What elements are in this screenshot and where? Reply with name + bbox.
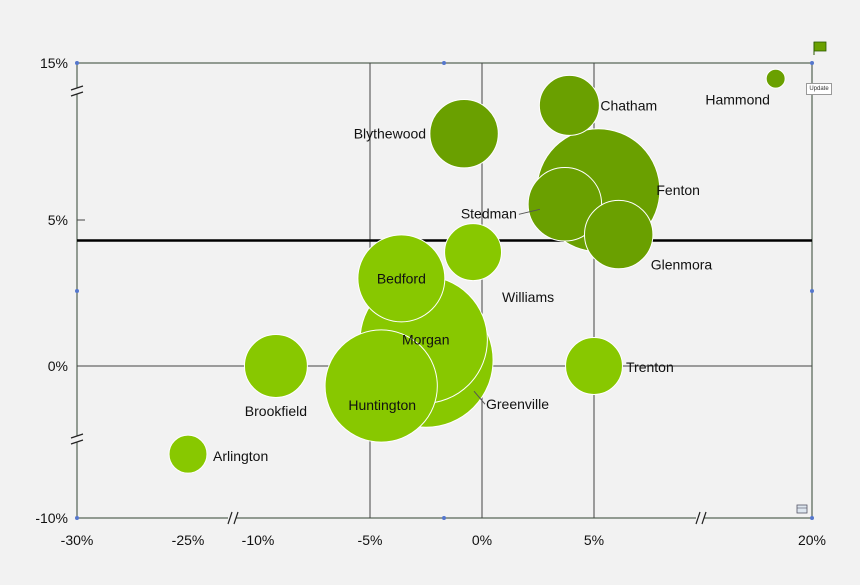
x-tick-label: -10% [242, 532, 275, 548]
label-leader [473, 390, 486, 405]
bubble-label: Chatham [600, 97, 657, 113]
bubble-label: Brookfield [245, 403, 307, 419]
bubble-arlington [168, 434, 208, 474]
x-tick-label: 5% [584, 532, 604, 548]
x-tick-label: -5% [358, 532, 383, 548]
bubble-label: Glenmora [651, 257, 713, 273]
axis-break-mark [695, 511, 707, 525]
bubble-label: Arlington [213, 448, 268, 464]
bubble-bedford [357, 234, 446, 323]
y-tick-label: 15% [40, 55, 68, 71]
bubble-glenmora [584, 199, 654, 270]
selection-handle [810, 289, 814, 293]
bubble-huntington [324, 329, 438, 443]
bubble-label: Blythewood [354, 126, 426, 142]
x-tick-label: -25% [172, 532, 205, 548]
y-tick-label: 0% [48, 358, 68, 374]
bubble-hammond [765, 68, 786, 89]
selection-handle [810, 516, 814, 520]
bubble-label: Bedford [377, 270, 426, 286]
selection-handle [75, 516, 79, 520]
y-tick-label: -10% [35, 510, 68, 526]
table-icon [796, 504, 808, 514]
bubble-label: Williams [502, 289, 554, 305]
bubble-label: Morgan [402, 332, 449, 348]
axis-break-mark [227, 511, 239, 525]
bubble-label: Fenton [656, 182, 700, 198]
x-tick-label: 20% [798, 532, 826, 548]
selection-handle [442, 61, 446, 65]
bubble-label: Stedman [461, 205, 517, 221]
bubble-label: Greenville [486, 396, 549, 412]
bubble-brookfield [243, 334, 308, 398]
selection-handle [810, 61, 814, 65]
bubble-label: Hammond [705, 92, 770, 108]
bubble-williams [444, 223, 503, 282]
bubble-label: Huntington [348, 397, 416, 413]
selection-handle [442, 516, 446, 520]
bubble-chatham [538, 74, 600, 136]
flag-icon [813, 41, 827, 52]
bubble-label: Trenton [626, 359, 674, 375]
axis-break-mark [70, 85, 84, 97]
update-button[interactable]: Update [806, 83, 832, 95]
y-tick-label: 5% [48, 212, 68, 228]
x-tick-label: 0% [472, 532, 492, 548]
selection-handle [75, 61, 79, 65]
selection-handle [75, 289, 79, 293]
x-tick-label: -30% [61, 532, 94, 548]
bubble-blythewood [429, 98, 499, 169]
axis-break-mark [70, 433, 84, 445]
bubble-stedman [527, 167, 603, 242]
label-leader [518, 208, 540, 215]
bubble-trenton [565, 337, 623, 395]
